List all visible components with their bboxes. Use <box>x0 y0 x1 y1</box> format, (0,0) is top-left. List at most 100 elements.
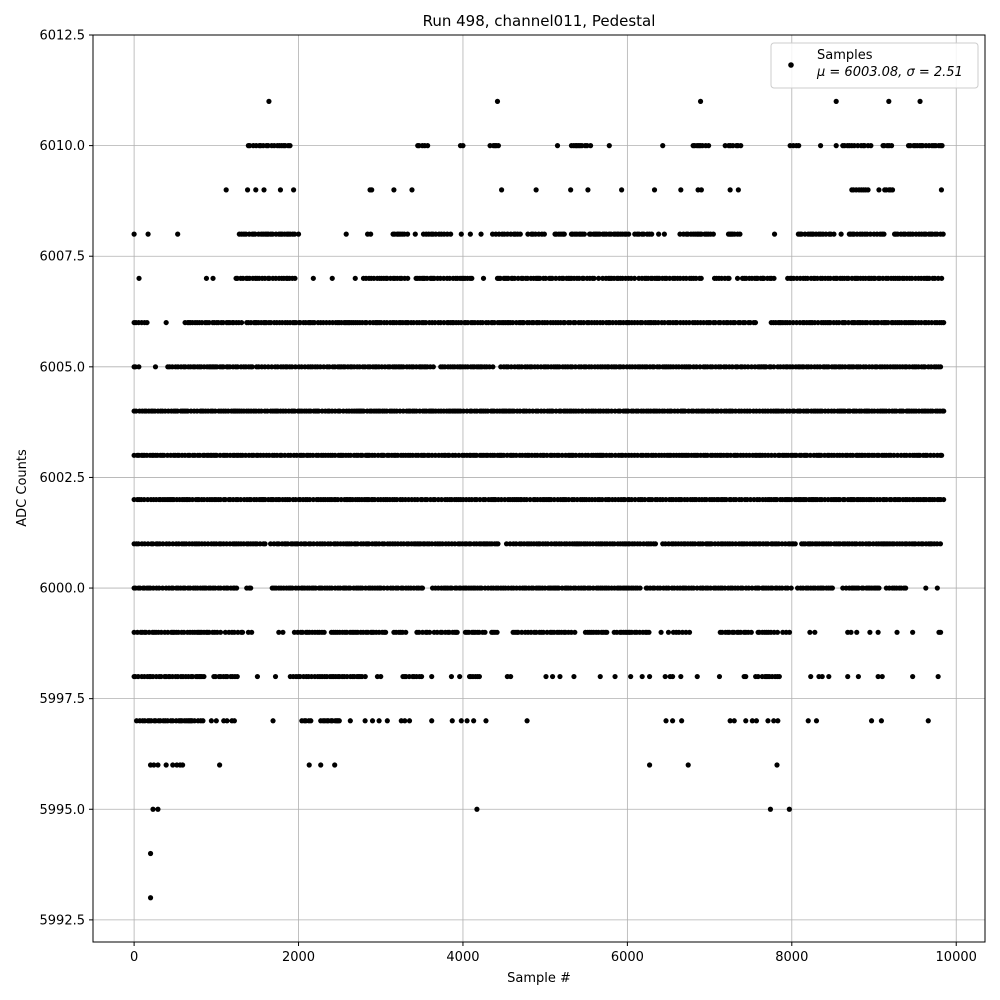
data-point <box>254 673 261 680</box>
data-point <box>854 629 860 635</box>
data-point <box>631 275 638 281</box>
data-point <box>747 408 753 414</box>
data-point <box>458 231 464 237</box>
data-point <box>735 187 741 193</box>
y-axis-ticks: 5992.5 5995.0 5997.5 6000.0 6002.5 6005.0 6007… <box>40 29 93 928</box>
data-point <box>891 452 897 458</box>
data-point <box>425 143 431 149</box>
data-point <box>498 187 505 193</box>
data-point <box>476 673 482 680</box>
data-point <box>347 718 353 724</box>
data-point <box>792 541 798 547</box>
data-point <box>497 275 503 281</box>
data-point <box>656 231 662 237</box>
data-point <box>706 143 712 149</box>
data-point <box>458 718 464 724</box>
data-point <box>581 231 587 237</box>
data-point <box>554 143 561 149</box>
legend-series-label: Samples <box>817 48 873 63</box>
x-tick-label: 10000 <box>936 950 977 965</box>
data-point <box>940 231 946 237</box>
data-point <box>449 718 455 724</box>
data-point <box>456 452 462 458</box>
data-point <box>669 718 676 724</box>
data-point <box>827 275 833 281</box>
data-point <box>200 718 206 724</box>
data-point <box>265 143 271 149</box>
data-point <box>661 231 667 237</box>
data-point <box>391 187 397 193</box>
data-point <box>292 275 298 281</box>
data-point <box>774 762 780 768</box>
data-point <box>517 231 523 237</box>
y-tick-label: 6005.0 <box>40 360 86 375</box>
data-point <box>495 143 501 149</box>
x-axis-title: Sample # <box>507 971 571 986</box>
data-point <box>494 98 501 104</box>
data-point <box>587 143 594 149</box>
data-point <box>533 187 539 193</box>
data-point <box>239 629 246 635</box>
data-point <box>876 585 882 591</box>
data-point <box>430 364 436 370</box>
data-point <box>238 319 245 326</box>
data-point <box>910 673 916 680</box>
data-point <box>941 319 947 326</box>
data-point <box>244 187 251 193</box>
data-point <box>831 231 837 237</box>
data-point <box>775 718 781 724</box>
data-point <box>658 629 664 635</box>
data-point <box>469 275 475 281</box>
data-point <box>262 541 268 547</box>
data-point <box>549 673 556 680</box>
data-point <box>508 673 514 680</box>
data-point <box>572 629 578 635</box>
data-point <box>679 718 685 724</box>
data-point <box>941 408 947 414</box>
data-point <box>900 408 906 414</box>
data-point <box>694 673 700 680</box>
data-point <box>457 673 463 680</box>
data-point <box>405 275 411 281</box>
data-point <box>306 762 312 768</box>
data-point <box>483 718 489 724</box>
data-point <box>327 541 334 547</box>
data-point <box>597 673 603 680</box>
y-tick-label: 6000.0 <box>40 582 86 597</box>
data-point <box>136 275 142 281</box>
data-point <box>941 496 947 503</box>
x-tick-label: 8000 <box>775 950 808 965</box>
data-point <box>332 762 338 768</box>
data-point <box>464 718 470 724</box>
data-point <box>568 187 574 193</box>
data-point <box>868 718 875 724</box>
data-point <box>678 673 684 680</box>
data-point <box>669 673 676 680</box>
data-point <box>881 231 887 237</box>
data-point <box>525 231 531 237</box>
data-point <box>765 718 771 724</box>
data-point <box>419 585 426 591</box>
data-point <box>642 496 648 503</box>
legend-stats-label: μ = 6003.08, σ = 2.51 <box>816 65 963 80</box>
data-point <box>697 364 703 370</box>
data-point <box>875 629 881 635</box>
data-point <box>652 541 659 547</box>
data-point <box>662 673 668 680</box>
data-point <box>829 585 836 591</box>
data-point <box>224 718 230 724</box>
data-point <box>280 629 286 635</box>
data-point <box>716 673 723 680</box>
data-point <box>378 673 384 680</box>
data-point <box>490 364 496 370</box>
data-point <box>310 541 317 547</box>
data-point <box>876 187 882 193</box>
data-point <box>910 629 916 635</box>
data-point <box>513 452 519 458</box>
data-point <box>651 187 658 193</box>
data-point <box>826 673 832 680</box>
data-point <box>460 143 466 149</box>
x-tick-label: 0 <box>130 950 138 965</box>
y-tick-label: 6002.5 <box>40 471 86 486</box>
data-point <box>939 275 945 281</box>
